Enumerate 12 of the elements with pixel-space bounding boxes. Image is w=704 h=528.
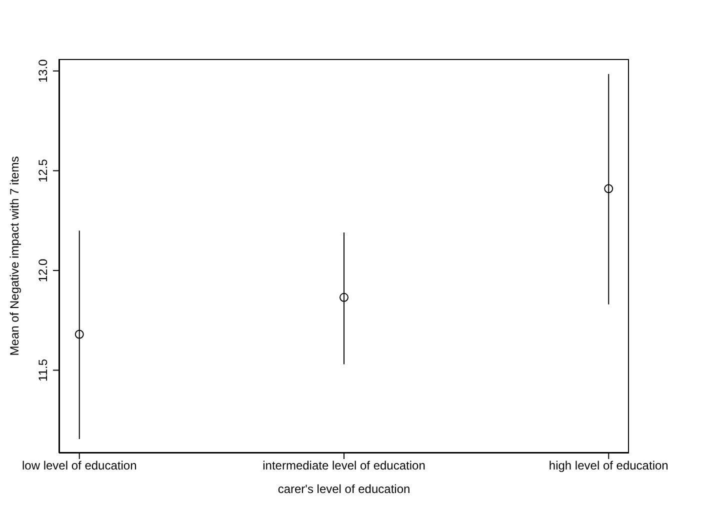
x-axis-title: carer's level of education bbox=[278, 482, 410, 496]
y-axis-title: Mean of Negative impact with 7 items bbox=[7, 156, 22, 356]
point bbox=[604, 184, 614, 194]
x-tick-label: high level of education bbox=[548, 458, 668, 473]
y-tick-label: 12.5 bbox=[36, 158, 50, 182]
x-tick-label: low level of education bbox=[22, 458, 137, 473]
y-tick-label: 13.0 bbox=[36, 58, 50, 83]
x-tick-label: intermediate level of education bbox=[262, 458, 426, 473]
y-tick-label: 11.5 bbox=[36, 358, 50, 382]
point bbox=[74, 330, 84, 339]
point bbox=[340, 292, 348, 302]
y-tick-label: 12.0 bbox=[36, 258, 50, 282]
